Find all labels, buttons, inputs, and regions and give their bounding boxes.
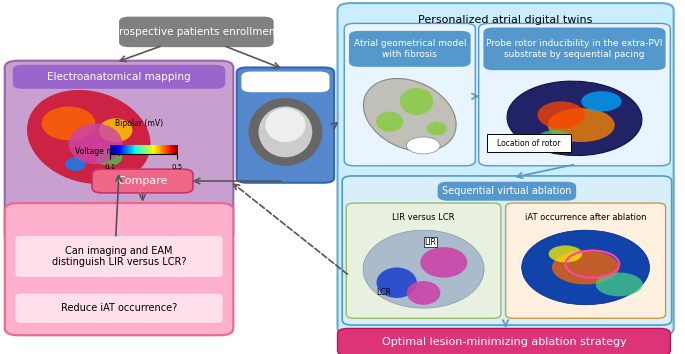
Ellipse shape: [400, 88, 434, 115]
Ellipse shape: [265, 108, 306, 142]
FancyBboxPatch shape: [237, 68, 334, 183]
Ellipse shape: [364, 79, 456, 152]
FancyBboxPatch shape: [13, 65, 225, 89]
Circle shape: [406, 137, 440, 154]
Ellipse shape: [596, 273, 643, 296]
FancyBboxPatch shape: [479, 23, 671, 166]
Text: LGE-MRI image: LGE-MRI image: [246, 77, 325, 87]
Ellipse shape: [99, 118, 132, 142]
Text: LIR versus LCR: LIR versus LCR: [393, 213, 455, 222]
Ellipse shape: [377, 268, 417, 298]
Ellipse shape: [249, 98, 323, 166]
Ellipse shape: [549, 245, 582, 262]
Ellipse shape: [427, 122, 447, 135]
Text: Voltage map: Voltage map: [75, 147, 123, 156]
Ellipse shape: [65, 157, 86, 171]
FancyBboxPatch shape: [487, 134, 571, 152]
Ellipse shape: [68, 124, 123, 164]
Text: Optimal lesion-minimizing ablation strategy: Optimal lesion-minimizing ablation strat…: [382, 337, 626, 347]
Ellipse shape: [582, 91, 621, 112]
Ellipse shape: [42, 107, 95, 140]
FancyBboxPatch shape: [241, 72, 329, 92]
Ellipse shape: [95, 149, 123, 166]
Text: Personalized atrial digital twins: Personalized atrial digital twins: [419, 15, 593, 25]
Ellipse shape: [522, 230, 649, 305]
Text: Electroanatomical mapping: Electroanatomical mapping: [47, 72, 191, 82]
Text: Bipolar (mV): Bipolar (mV): [115, 120, 163, 129]
Ellipse shape: [547, 108, 615, 142]
FancyBboxPatch shape: [345, 23, 475, 166]
Text: Probe rotor inducibility in the extra-PVI
substrate by sequential pacing: Probe rotor inducibility in the extra-PV…: [486, 39, 663, 58]
FancyBboxPatch shape: [346, 203, 501, 318]
FancyBboxPatch shape: [338, 329, 671, 354]
Ellipse shape: [538, 101, 584, 129]
Ellipse shape: [363, 230, 484, 308]
FancyBboxPatch shape: [349, 31, 471, 67]
Text: Compare: Compare: [117, 176, 168, 186]
FancyBboxPatch shape: [92, 169, 193, 193]
Ellipse shape: [27, 90, 151, 184]
FancyBboxPatch shape: [438, 182, 576, 201]
Ellipse shape: [420, 247, 467, 278]
FancyBboxPatch shape: [15, 293, 223, 324]
Text: Location of rotor: Location of rotor: [497, 138, 561, 148]
Ellipse shape: [258, 107, 312, 157]
FancyBboxPatch shape: [15, 235, 223, 278]
Ellipse shape: [407, 281, 440, 305]
FancyBboxPatch shape: [119, 17, 274, 47]
Text: Prospective patients enrollment: Prospective patients enrollment: [113, 27, 279, 37]
Text: LCR: LCR: [376, 289, 390, 297]
FancyBboxPatch shape: [5, 61, 234, 240]
FancyBboxPatch shape: [5, 203, 234, 335]
Text: Sequential virtual ablation: Sequential virtual ablation: [443, 186, 572, 196]
Text: iAT occurrence after ablation: iAT occurrence after ablation: [525, 213, 647, 222]
Text: Reduce iAT occurrence?: Reduce iAT occurrence?: [61, 303, 177, 313]
Ellipse shape: [538, 130, 571, 147]
FancyBboxPatch shape: [506, 203, 666, 318]
Text: LIR: LIR: [425, 238, 436, 246]
FancyBboxPatch shape: [484, 28, 666, 70]
Text: Atrial geometrical model
with fibrosis: Atrial geometrical model with fibrosis: [353, 39, 466, 58]
FancyBboxPatch shape: [338, 3, 673, 335]
Ellipse shape: [376, 112, 403, 132]
Text: Can imaging and EAM
distinguish LIR versus LCR?: Can imaging and EAM distinguish LIR vers…: [52, 246, 186, 267]
Ellipse shape: [507, 81, 642, 155]
Ellipse shape: [552, 251, 619, 284]
FancyBboxPatch shape: [342, 176, 672, 325]
